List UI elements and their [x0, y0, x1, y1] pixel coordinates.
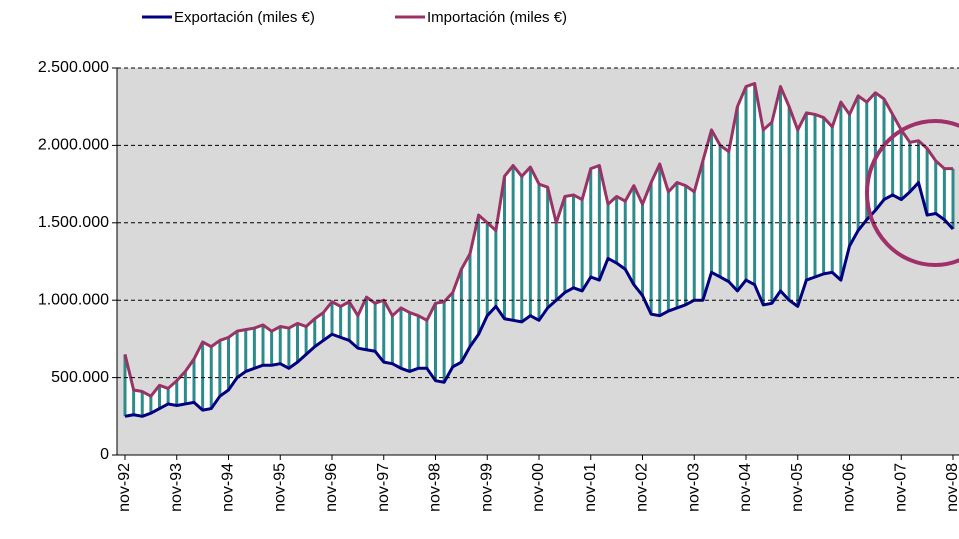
x-tick-label: nov-99 [478, 463, 495, 512]
x-tick-label: nov-98 [427, 463, 444, 512]
x-tick-label: nov-93 [168, 463, 185, 512]
x-tick-label: nov-02 [634, 463, 651, 512]
series-line [124, 181, 955, 418]
x-tick-label: nov-01 [582, 463, 599, 512]
legend-label: Exportación (miles €) [174, 9, 315, 26]
plot [123, 81, 955, 418]
x-tick-label: nov-06 [841, 463, 858, 512]
x-tick-label: nov-05 [789, 463, 806, 512]
y-tick-label: 1.500.000 [38, 214, 109, 231]
x-tick-label: nov-00 [530, 463, 547, 512]
x-tick-label: nov-03 [685, 463, 702, 512]
x-tick-label: nov-96 [323, 463, 340, 512]
x-tick-label: nov-97 [375, 463, 392, 512]
x-tick-label: nov-07 [892, 463, 909, 512]
legend-label: Importación (miles €) [427, 9, 567, 26]
y-tick-label: 1.000.000 [38, 291, 109, 308]
legend: Exportación (miles €) Importación (miles … [142, 9, 567, 26]
highlight-circle [865, 119, 959, 267]
x-tick-label: nov-08 [944, 463, 959, 512]
x-tick-label: nov-92 [116, 463, 133, 512]
y-tick-label: 0 [100, 446, 109, 463]
x-tick-label: nov-95 [271, 463, 288, 512]
y-tick-label: 500.000 [51, 369, 109, 386]
y-tick-label: 2.500.000 [38, 59, 109, 76]
x-tick-label: nov-04 [737, 463, 754, 512]
x-tick-label: nov-94 [220, 463, 237, 512]
series-line [123, 81, 953, 398]
y-tick-label: 2.000.000 [38, 137, 109, 154]
